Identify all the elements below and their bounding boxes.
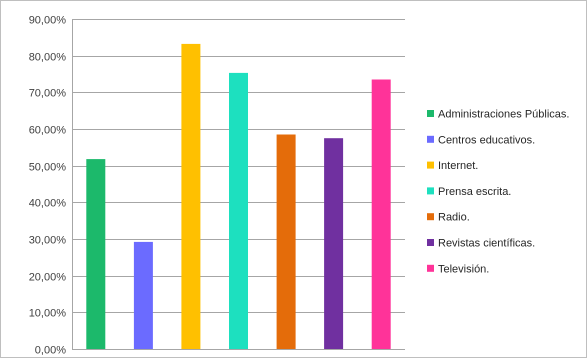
legend-label: Internet.	[438, 160, 478, 172]
legend: Administraciones Públicas. Centros educat…	[427, 109, 569, 275]
y-tick-label: 20,00%	[29, 272, 67, 284]
legend-swatch	[427, 239, 434, 246]
y-tick-label: 50,00%	[29, 162, 67, 174]
bar	[133, 241, 153, 349]
y-tick-label: 10,00%	[29, 308, 67, 320]
legend-swatch	[427, 264, 434, 272]
y-tick-label: 60,00%	[29, 125, 67, 137]
legend-label: Administraciones Públicas.	[438, 109, 569, 121]
bars	[86, 43, 391, 350]
y-axis: 0,00% 10,00% 20,00% 30,00% 40,00% 50,00% 60,00…	[29, 15, 73, 357]
y-tick-label: 70,00%	[29, 88, 67, 100]
legend-swatch	[427, 110, 434, 117]
y-tick-label: 90,00%	[29, 15, 67, 27]
bar	[371, 79, 391, 349]
legend-label: Radio.	[438, 212, 470, 224]
bar	[229, 72, 248, 350]
bar	[86, 159, 106, 349]
legend-label: Centros educativos.	[438, 134, 535, 146]
y-tick-label: 40,00%	[29, 198, 67, 210]
y-tick-label: 30,00%	[29, 235, 67, 247]
legend-label: Prensa escrita.	[438, 186, 511, 198]
legend-swatch	[427, 161, 434, 169]
legend-label: Revistas científicas.	[438, 238, 535, 250]
bar	[276, 134, 296, 349]
legend-label: Televisión.	[438, 263, 489, 275]
legend-swatch	[427, 135, 434, 143]
y-tick-label: 80,00%	[29, 52, 67, 64]
y-tick-label: 0,00%	[35, 345, 66, 357]
bar	[324, 138, 344, 349]
legend-swatch	[427, 187, 434, 195]
bar	[181, 43, 201, 350]
legend-swatch	[427, 213, 434, 221]
